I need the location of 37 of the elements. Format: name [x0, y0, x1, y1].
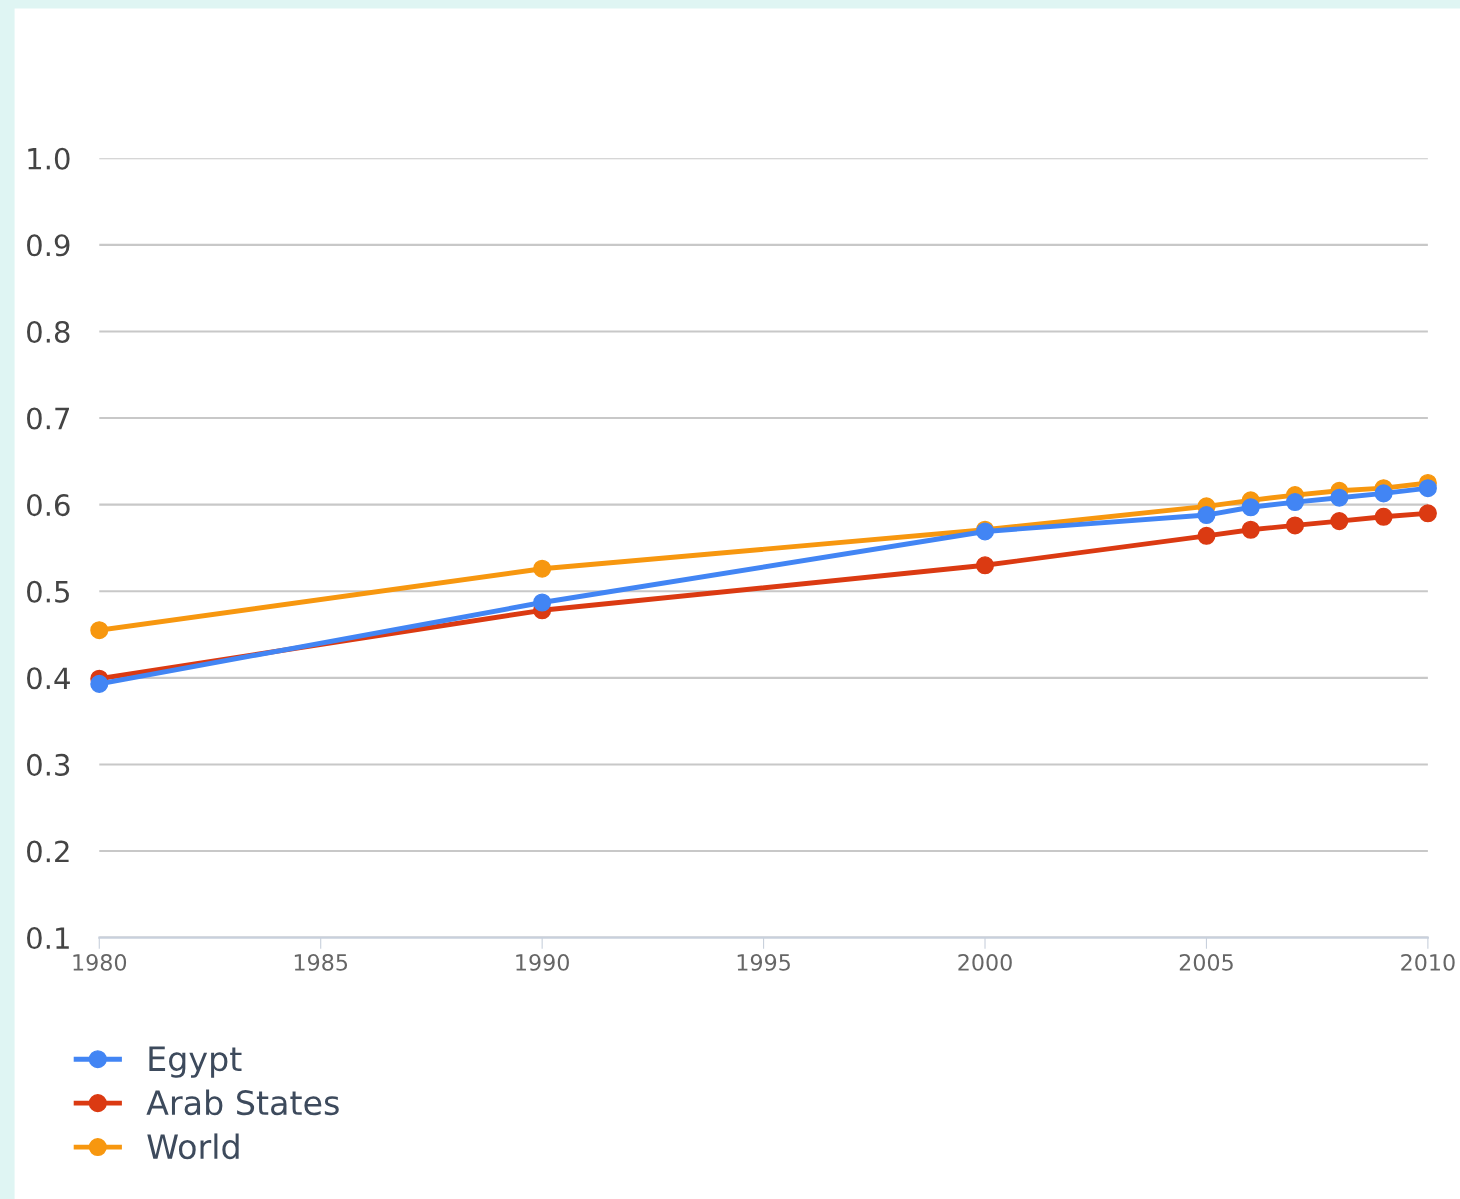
- point: [1197, 526, 1216, 545]
- x-tick-label: 2000: [958, 953, 1012, 971]
- point: [1418, 504, 1437, 523]
- y-tick-label: 0.6: [27, 494, 70, 517]
- y-tick-label: 0.2: [27, 840, 69, 863]
- point: [1285, 516, 1305, 535]
- legend-label: Arab States: [146, 1089, 339, 1116]
- point: [1285, 493, 1305, 512]
- point: [1241, 520, 1260, 539]
- x-tick-label: 1995: [737, 953, 790, 971]
- x-tick-label: 1980: [73, 953, 127, 971]
- point: [1241, 498, 1260, 517]
- y-tick-label: 0.3: [27, 753, 70, 776]
- point: [1197, 506, 1216, 525]
- y-tick-label: 0.1: [27, 927, 69, 950]
- point: [533, 593, 552, 612]
- point: [90, 621, 109, 640]
- point: [975, 556, 995, 575]
- legend-label: World: [147, 1133, 239, 1160]
- x-tick-label: 1985: [294, 953, 348, 971]
- x-tick-label: 1990: [516, 953, 569, 971]
- x-tick-label: 2010: [1401, 953, 1455, 971]
- point: [1330, 512, 1349, 531]
- y-tick-label: 0.9: [27, 234, 70, 257]
- y-tick-label: 0.4: [27, 667, 70, 690]
- point: [1330, 488, 1349, 507]
- legend-label: Egypt: [149, 1046, 242, 1078]
- y-tick-label: 0.8: [27, 320, 70, 343]
- point: [1374, 484, 1393, 503]
- point: [90, 674, 109, 693]
- y-tick-label: 0.5: [27, 580, 69, 603]
- point: [1418, 479, 1437, 498]
- y-tick-label: 1.0: [28, 147, 70, 170]
- x-tick-label: 2005: [1179, 953, 1233, 971]
- point: [533, 559, 552, 578]
- point: [1374, 507, 1393, 526]
- y-tick-label: 0.7: [27, 407, 70, 430]
